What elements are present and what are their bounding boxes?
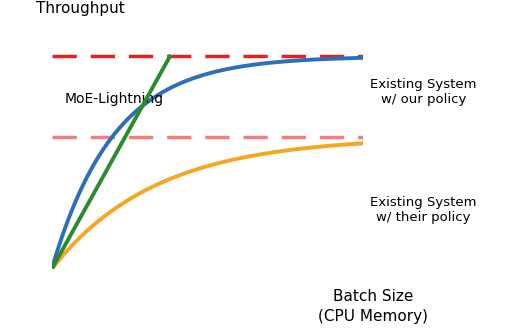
Text: Throughput: Throughput bbox=[36, 1, 125, 16]
Text: Existing System
w/ their policy: Existing System w/ their policy bbox=[370, 196, 477, 224]
Text: Batch Size: Batch Size bbox=[333, 289, 413, 304]
Text: (CPU Memory): (CPU Memory) bbox=[318, 309, 428, 324]
Text: Existing System
w/ our policy: Existing System w/ our policy bbox=[370, 78, 477, 106]
Text: MoE-Lightning: MoE-Lightning bbox=[64, 92, 163, 106]
